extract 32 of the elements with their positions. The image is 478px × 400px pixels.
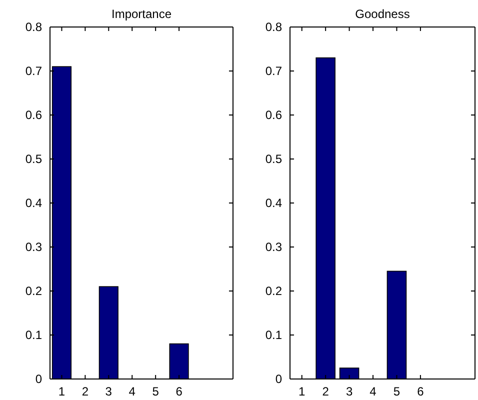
x-tick-label: 4 — [128, 384, 136, 399]
x-tick-label: 6 — [176, 384, 183, 399]
chart-title: Goodness — [355, 7, 410, 21]
y-tick-label: 0.4 — [25, 196, 42, 210]
y-tick-label: 0.6 — [25, 108, 42, 122]
x-tick-label: 6 — [417, 384, 424, 399]
x-tick-label: 5 — [393, 384, 400, 399]
x-tick-label: 5 — [152, 384, 160, 399]
y-tick-label: 0.2 — [25, 284, 42, 298]
y-tick-label: 0.2 — [265, 284, 282, 298]
y-tick-label: 0.1 — [265, 328, 282, 342]
y-tick-label: 0.7 — [25, 64, 42, 78]
y-tick-label: 0.4 — [265, 196, 282, 210]
chart-title: Importance — [111, 7, 172, 21]
y-tick-label: 0.8 — [265, 20, 282, 34]
x-tick-label: 4 — [370, 384, 377, 399]
y-tick-label: 0.1 — [25, 328, 42, 342]
x-tick-label: 2 — [82, 384, 89, 399]
y-tick-label: 0 — [275, 372, 282, 386]
x-tick-label: 3 — [105, 384, 112, 399]
y-tick-label: 0.7 — [265, 64, 282, 78]
x-tick-label: 3 — [346, 384, 353, 399]
y-tick-label: 0.6 — [265, 108, 282, 122]
y-tick-label: 0.8 — [25, 20, 42, 34]
y-tick-label: 0 — [35, 372, 42, 386]
x-tick-label: 1 — [58, 384, 66, 399]
x-tick-label: 1 — [298, 384, 306, 399]
y-tick-label: 0.3 — [265, 240, 282, 254]
y-tick-label: 0.5 — [25, 152, 42, 166]
y-tick-label: 0.3 — [25, 240, 42, 254]
y-tick-label: 0.5 — [265, 152, 282, 166]
x-tick-label: 2 — [322, 384, 330, 399]
